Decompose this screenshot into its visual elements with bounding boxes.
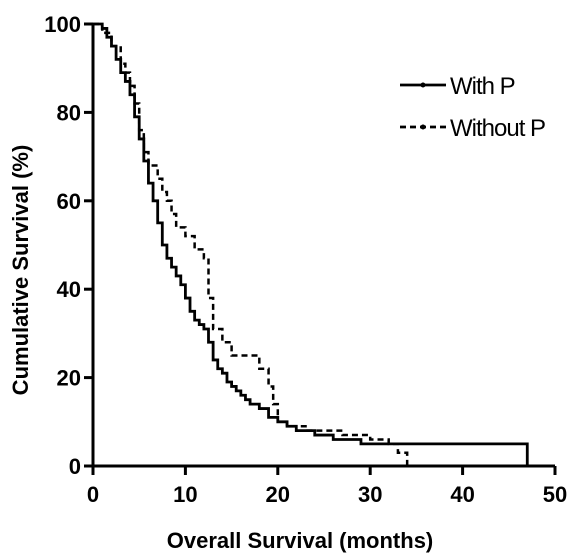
y-ticks: 0 20 40 60 80 100	[44, 12, 93, 479]
legend-marker	[420, 82, 426, 88]
y-tick-label: 80	[57, 100, 81, 125]
x-tick-label: 30	[358, 482, 382, 507]
x-tick-label: 0	[87, 482, 99, 507]
series-group	[93, 22, 529, 466]
x-tick-label: 20	[266, 482, 290, 507]
legend-marker	[420, 124, 426, 130]
y-tick-label: 40	[57, 277, 81, 302]
y-tick-label: 100	[44, 12, 81, 37]
y-tick-label: 0	[69, 454, 81, 479]
legend-label-without-p: Without P	[450, 115, 545, 142]
y-tick-label: 20	[57, 366, 81, 391]
x-axis-title: Overall Survival (months)	[167, 528, 434, 553]
x-tick-label: 40	[450, 482, 474, 507]
series-line-without-p	[93, 22, 409, 466]
legend: With P Without P	[400, 73, 546, 142]
legend-label-with-p: With P	[450, 73, 515, 100]
axes	[91, 24, 555, 468]
x-tick-label: 10	[173, 482, 197, 507]
y-axis-title: Cumulative Survival (%)	[8, 145, 33, 396]
x-ticks: 0 10 20 30 40 50	[87, 466, 567, 507]
x-tick-label: 50	[543, 482, 567, 507]
y-tick-label: 60	[57, 189, 81, 214]
